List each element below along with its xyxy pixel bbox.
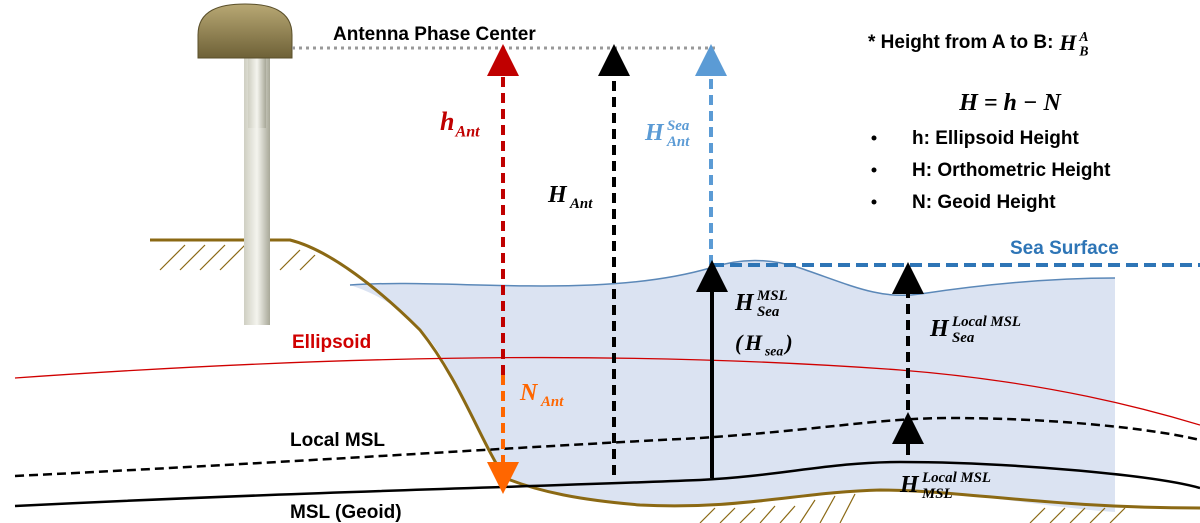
symbol-base: h	[440, 107, 454, 136]
symbol-sub: Ant	[540, 394, 564, 410]
symbol-sup: Local MSL	[921, 470, 991, 486]
symbol-sub: sea	[764, 344, 783, 359]
symbol-sup: Sea	[667, 118, 690, 134]
ellipsoid-label: Ellipsoid	[292, 332, 371, 353]
antenna-dome	[197, 3, 293, 59]
local-msl-line	[14, 416, 1200, 478]
paren: )	[783, 330, 792, 355]
symbol-sup: A	[1078, 29, 1088, 44]
antenna-pole-top	[248, 58, 266, 128]
symbol-base: H	[547, 182, 568, 208]
definition: h: Ellipsoid Height	[912, 128, 1079, 149]
bullet	[871, 199, 877, 205]
local-msl-label: Local MSL	[290, 430, 385, 451]
symbol-sub: MSL	[921, 486, 953, 502]
definition: H: Orthometric Height	[912, 160, 1111, 181]
paren: (	[735, 330, 744, 355]
symbol-base: H	[734, 290, 755, 316]
msl-geoid-label: MSL (Geoid)	[290, 502, 402, 523]
symbol-base: H	[644, 120, 665, 146]
bullet	[871, 135, 877, 141]
symbol-sub: Sea	[952, 330, 975, 346]
bullet	[871, 167, 877, 173]
symbol-base: H	[1058, 30, 1077, 55]
ellipsoid-line	[14, 356, 1200, 426]
symbol-sub: B	[1078, 44, 1088, 59]
symbol-sub: Ant	[666, 134, 690, 150]
formula: H = h − N	[958, 90, 1062, 116]
hatching	[159, 244, 1126, 523]
sea-water	[350, 260, 1115, 512]
symbol-base: H	[899, 472, 920, 498]
symbol-sub: Sea	[757, 304, 780, 320]
symbol-sub: Ant	[454, 124, 480, 141]
symbol-base: N	[519, 380, 539, 406]
notation-prefix: * Height from A to B:	[868, 32, 1053, 53]
phase-center-label: Antenna Phase Center	[333, 24, 536, 45]
sea-surface-label: Sea Surface	[1010, 238, 1119, 259]
symbol-base: H	[929, 316, 950, 342]
symbol-sub: Ant	[569, 196, 593, 212]
symbol-sup: Local MSL	[951, 314, 1021, 330]
definition: N: Geoid Height	[912, 192, 1056, 213]
ground-line	[150, 238, 1200, 510]
symbol-base: H	[744, 330, 763, 355]
symbol-sup: MSL	[756, 288, 788, 304]
msl-geoid-line	[14, 460, 1200, 508]
